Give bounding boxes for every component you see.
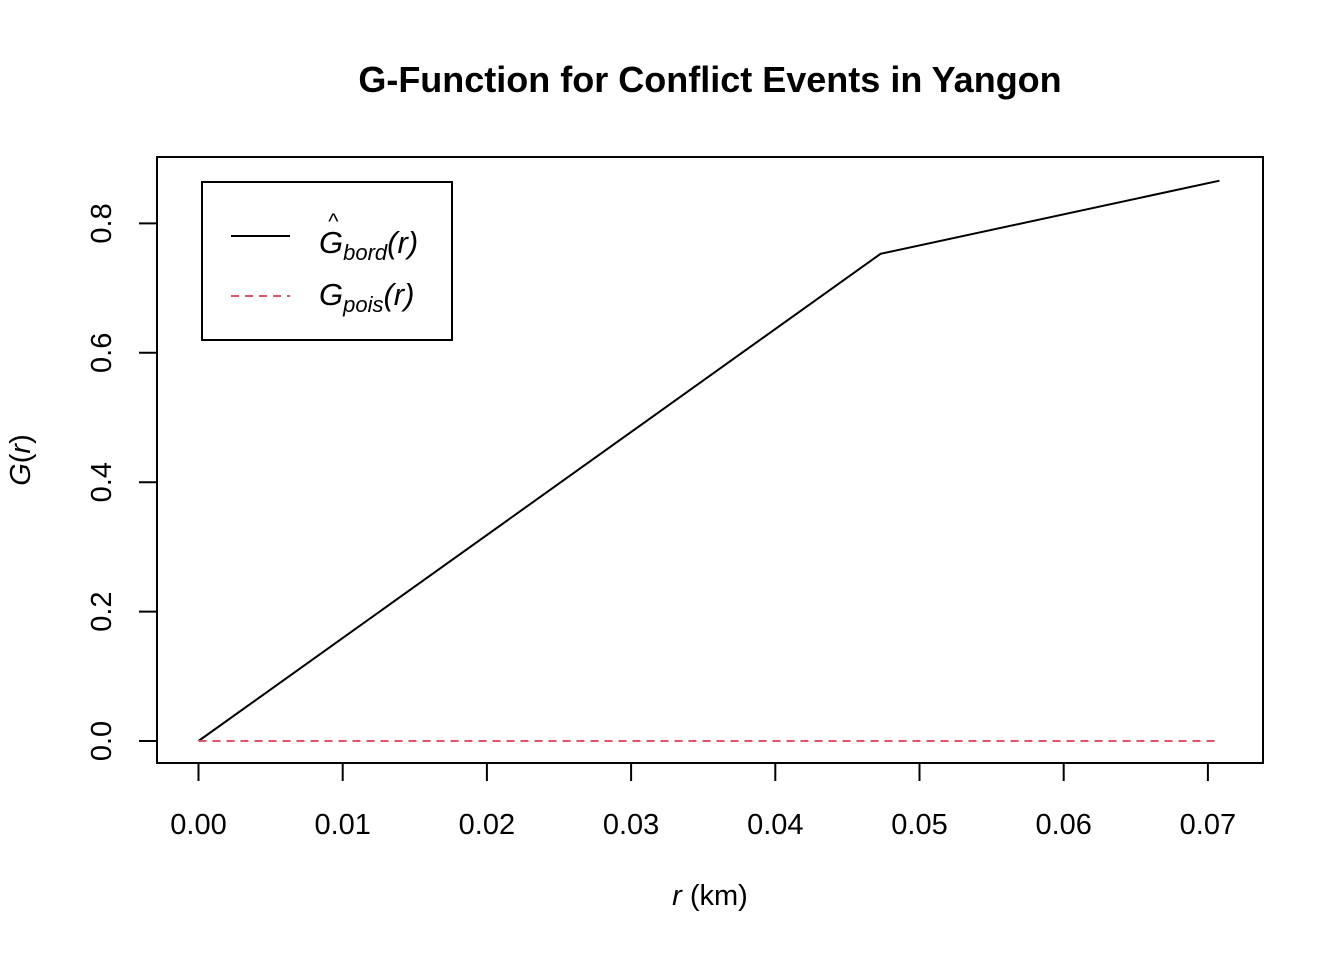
x-axis-label-var: r [672, 880, 683, 912]
y-axis-label-close: ) [5, 434, 37, 444]
y-axis-label-func: G [5, 463, 37, 486]
x-axis-label-unit: (km) [690, 880, 748, 912]
y-tick-label: 0.4 [86, 462, 118, 502]
legend-box [201, 181, 453, 341]
x-tick-label: 0.05 [891, 809, 947, 841]
y-tick-label: 0.0 [86, 721, 118, 761]
series-line-g-bord [197, 179, 1220, 742]
legend-label-g-pois-sub: pois [342, 292, 383, 317]
y-tick-label: 0.6 [86, 333, 118, 373]
series-layer [197, 179, 1220, 742]
legend: ^ Gbord(r) Gpois(r) [201, 181, 453, 341]
legend-label-g-bord-sub: bord [343, 240, 388, 265]
x-tick-label: 0.01 [314, 809, 370, 841]
y-axis-label-var: r [5, 443, 37, 454]
y-axis: 0.0 0.2 0.4 0.6 0.8 [86, 203, 158, 761]
x-tick-label: 0.02 [459, 809, 515, 841]
x-tick-label: 0.03 [603, 809, 659, 841]
x-axis: 0.00 0.01 0.02 0.03 0.04 0.05 0.06 0.07 [170, 762, 1236, 841]
y-axis-label-open: ( [5, 453, 37, 463]
y-tick-label: 0.8 [86, 203, 118, 243]
x-tick-label: 0.04 [747, 809, 803, 841]
legend-hat-g-bord: ^ [328, 209, 339, 234]
x-tick-label: 0.07 [1180, 809, 1236, 841]
y-tick-label: 0.2 [86, 591, 118, 631]
legend-label-g-pois-arg: (r) [383, 277, 414, 312]
x-tick-label: 0.06 [1035, 809, 1091, 841]
legend-label-g-bord: Gbord(r) [319, 225, 418, 265]
x-axis-label: r (km) [672, 880, 748, 912]
x-tick-label: 0.00 [170, 809, 226, 841]
chart-title: G-Function for Conflict Events in Yangon [358, 59, 1061, 100]
legend-label-g-bord-base: G [319, 225, 343, 260]
legend-label-g-bord-arg: (r) [387, 225, 418, 260]
legend-label-g-pois: Gpois(r) [319, 277, 414, 317]
y-axis-label: G(r) [5, 434, 37, 486]
legend-label-g-pois-base: G [319, 277, 343, 312]
